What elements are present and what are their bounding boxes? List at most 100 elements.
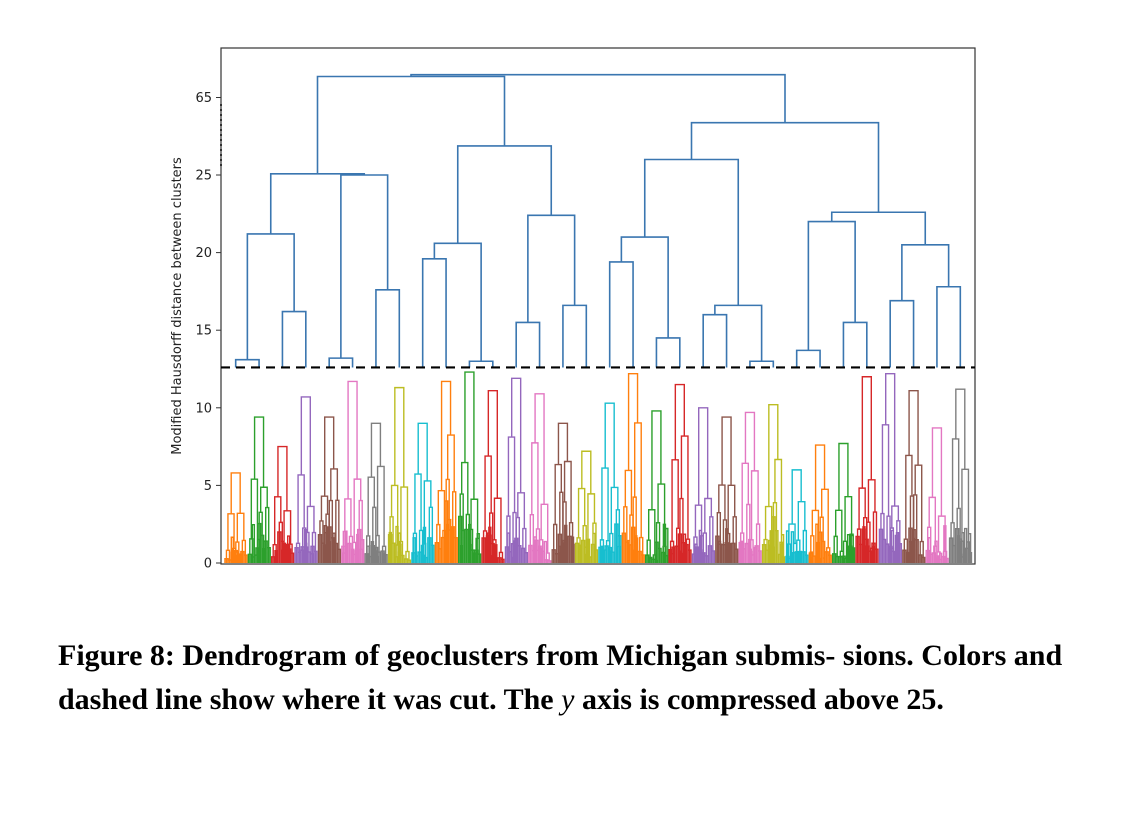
tree-link — [608, 261, 634, 368]
tree-link — [246, 233, 295, 360]
tree-link — [269, 173, 366, 234]
cluster-link — [691, 407, 716, 563]
cluster-link — [948, 388, 973, 563]
cluster-subtrees — [224, 371, 973, 563]
cluster-subtree — [668, 383, 692, 563]
cluster-subtree — [270, 445, 295, 563]
cluster-subtree — [785, 469, 809, 563]
cluster-subtree — [878, 372, 903, 563]
y-axis-label: Modified Hausdorff distance between clus… — [170, 157, 185, 455]
cluster-subtree — [831, 442, 856, 563]
cluster-subtree — [948, 388, 973, 563]
cluster-link — [831, 442, 856, 563]
tree-link — [515, 321, 541, 368]
cluster-subtree — [621, 372, 645, 563]
tree-link — [643, 158, 740, 306]
cluster-link — [715, 416, 739, 563]
y-tick-label: 15 — [195, 324, 212, 339]
cluster-link — [364, 422, 388, 563]
tree-link — [328, 357, 354, 368]
cluster-subtree — [457, 371, 482, 563]
cluster-subtree — [481, 390, 505, 563]
dendrogram-figure: 0 5 10 15 20 25 65 Modified Hausdorff distance… — [170, 47, 976, 572]
cluster-subtree — [224, 472, 248, 563]
tree-link — [527, 214, 576, 323]
cluster-link — [411, 422, 435, 563]
cluster-subtree — [341, 380, 365, 563]
tree-link — [714, 304, 763, 362]
cluster-link — [551, 422, 575, 563]
tree-link — [433, 242, 482, 362]
tree-link — [901, 244, 950, 301]
cluster-link — [270, 445, 295, 563]
cluster-subtree — [411, 422, 435, 563]
tree-link — [889, 299, 915, 368]
cluster-subtree — [364, 422, 388, 563]
cluster-link — [621, 372, 645, 563]
cluster-subtree — [504, 377, 529, 563]
cluster-link — [247, 416, 271, 563]
cluster-link — [294, 396, 318, 563]
tree-link — [234, 358, 260, 368]
cluster-link — [761, 403, 786, 563]
figure-caption: Figure 8: Dendrogram of geoclusters from… — [58, 634, 1098, 722]
cluster-link — [434, 380, 458, 563]
cluster-link — [644, 410, 669, 563]
tree-link — [655, 337, 681, 368]
cluster-link — [457, 371, 482, 563]
cluster-link — [738, 411, 762, 563]
cluster-subtree — [528, 393, 552, 563]
cluster-link — [855, 376, 879, 563]
cluster-subtree — [808, 444, 832, 563]
y-tick-label: 5 — [204, 479, 212, 494]
cluster-subtree — [387, 386, 412, 563]
y-tick-label: 65 — [195, 91, 212, 106]
cluster-subtree — [761, 403, 786, 563]
tree-link — [795, 349, 821, 368]
tree-link — [410, 73, 786, 123]
tree-link — [702, 313, 728, 368]
tree-link — [316, 75, 506, 174]
cluster-subtree — [644, 410, 669, 563]
cluster-subtree — [925, 427, 949, 563]
tree-link — [340, 174, 389, 359]
cluster-link — [387, 386, 412, 563]
cluster-subtree — [294, 396, 318, 563]
cluster-link — [341, 380, 365, 563]
tree-link — [620, 236, 669, 338]
caption-text: Figure 8: Dendrogram of geoclusters from… — [58, 639, 1063, 716]
tree-link — [936, 285, 962, 368]
cluster-subtree — [247, 416, 271, 563]
tree-link — [562, 304, 588, 368]
cluster-link — [574, 450, 599, 563]
cluster-link — [878, 372, 903, 563]
tree-link — [421, 258, 447, 368]
tree-link — [281, 310, 307, 368]
caption-text-end: axis is compressed above 25. — [574, 683, 944, 716]
tree-link — [375, 289, 401, 368]
cluster-subtree — [715, 416, 739, 563]
cluster-link — [598, 402, 622, 563]
cluster-link — [668, 383, 692, 563]
cluster-link — [528, 393, 552, 563]
y-tick-label: 25 — [195, 169, 212, 184]
caption-y-symbol: y — [561, 683, 575, 716]
tree-link — [842, 321, 868, 368]
tree-link — [830, 211, 927, 245]
cluster-subtree — [902, 390, 926, 563]
cluster-link — [925, 427, 949, 563]
cluster-link — [224, 472, 248, 563]
tree-link — [690, 121, 880, 213]
dendrogram-chart: 0 5 10 15 20 25 65 Modified Hausdorff distance… — [170, 47, 976, 572]
y-tick-label: 0 — [204, 557, 212, 572]
cluster-subtree — [691, 407, 716, 563]
y-axis-ticks: 0 5 10 15 20 25 65 — [195, 91, 221, 572]
cluster-subtree — [598, 402, 622, 563]
tree-link — [807, 220, 856, 351]
cluster-subtree — [551, 422, 575, 563]
cluster-link — [785, 469, 809, 563]
plot-frame — [220, 47, 976, 565]
y-tick-label: 10 — [195, 401, 212, 416]
cluster-subtree — [317, 416, 342, 563]
cluster-link — [504, 377, 529, 563]
